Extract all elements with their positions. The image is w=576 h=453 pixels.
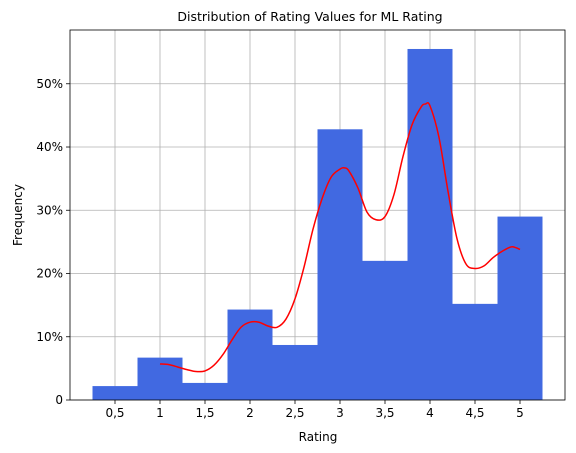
y-tick-label: 0	[55, 393, 63, 407]
axis-ticks: 0,5 1 1,5 2 2,5 3 3,5 4 4,5 5 0 10% 20% 30% 40% 50%	[36, 77, 523, 420]
x-tick-label: 4	[426, 406, 434, 420]
x-tick-label: 0,5	[105, 406, 124, 420]
histogram-bar	[497, 216, 543, 400]
histogram-bar	[182, 382, 228, 400]
histogram-bar	[407, 48, 453, 400]
kde-curve-layer	[159, 102, 521, 373]
histogram-bar	[227, 309, 273, 400]
x-tick-label: 4,5	[465, 406, 484, 420]
y-tick-label: 50%	[36, 77, 63, 91]
x-tick-label: 3,5	[375, 406, 394, 420]
chart-title: Distribution of Rating Values for ML Rat…	[177, 9, 442, 24]
histogram-bar	[272, 344, 318, 400]
x-tick-label: 2,5	[285, 406, 304, 420]
y-tick-label: 40%	[36, 140, 63, 154]
x-tick-label: 2	[246, 406, 254, 420]
x-tick-label: 1	[156, 406, 164, 420]
histogram-bar	[452, 303, 498, 400]
plot-frame	[69, 29, 566, 401]
histogram-bar	[362, 260, 408, 400]
x-tick-label: 5	[516, 406, 524, 420]
histogram-bar	[317, 129, 363, 401]
x-tick-label: 1,5	[195, 406, 214, 420]
y-axis-label: Frequency	[11, 184, 25, 246]
histogram-bar	[92, 386, 138, 400]
x-tick-label: 3	[336, 406, 344, 420]
x-axis-label: Rating	[299, 430, 338, 444]
kde-curve	[159, 102, 521, 373]
y-tick-label: 30%	[36, 203, 63, 217]
y-tick-label: 20%	[36, 267, 63, 281]
y-tick-label: 10%	[36, 330, 63, 344]
